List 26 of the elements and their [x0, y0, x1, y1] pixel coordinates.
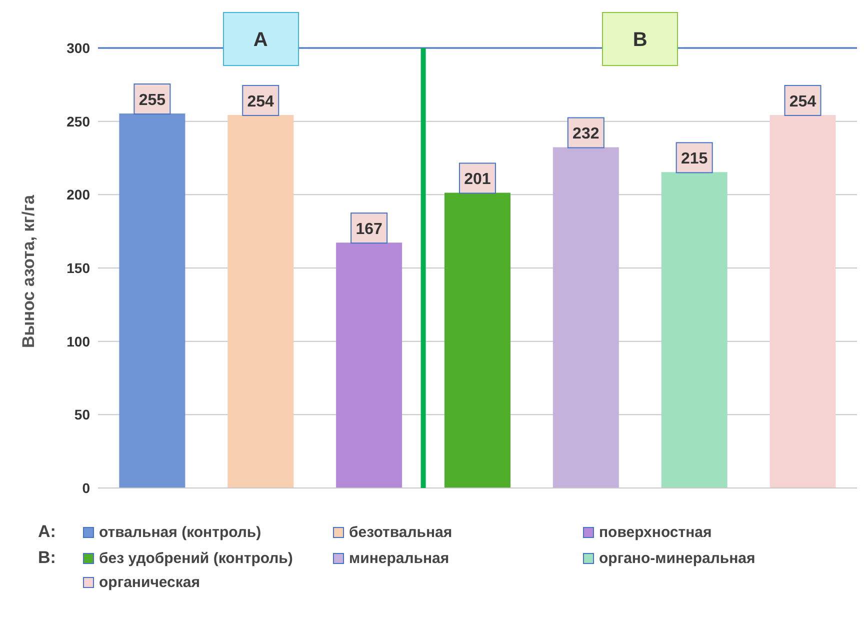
- data-label: 201: [464, 171, 491, 188]
- data-label: 167: [356, 221, 382, 238]
- legend-label: без удобрений (контроль): [99, 550, 293, 566]
- y-tick-label: 200: [66, 186, 90, 203]
- data-label: 215: [680, 150, 708, 168]
- legend-label: поверхностная: [599, 524, 712, 540]
- annotation: B: [602, 12, 678, 66]
- legend-label: минеральная: [349, 550, 450, 566]
- y-tick-label: 150: [66, 260, 90, 276]
- text: A:: [38, 522, 57, 542]
- data-label: 232: [572, 126, 600, 143]
- y-tick-label: 300: [66, 40, 90, 56]
- data-label: 255: [138, 92, 166, 109]
- y-tick-label: 50: [74, 406, 90, 423]
- y-tick-label: 250: [66, 113, 90, 130]
- y-tick-label: 100: [66, 333, 90, 350]
- legend-label: органо-минеральная: [599, 550, 756, 566]
- legend-label: органическая: [99, 574, 200, 591]
- text: B:: [38, 548, 57, 568]
- y-tick-label: 0: [82, 480, 90, 496]
- legend-label: отвальная (контроль): [99, 524, 262, 540]
- legend-label: безотвальная: [349, 524, 452, 540]
- annotation: A: [222, 12, 299, 66]
- data-label: 254: [247, 93, 274, 110]
- y-axis-title: Вынос азота, кг/га: [19, 194, 38, 348]
- data-label: 254: [789, 93, 816, 110]
